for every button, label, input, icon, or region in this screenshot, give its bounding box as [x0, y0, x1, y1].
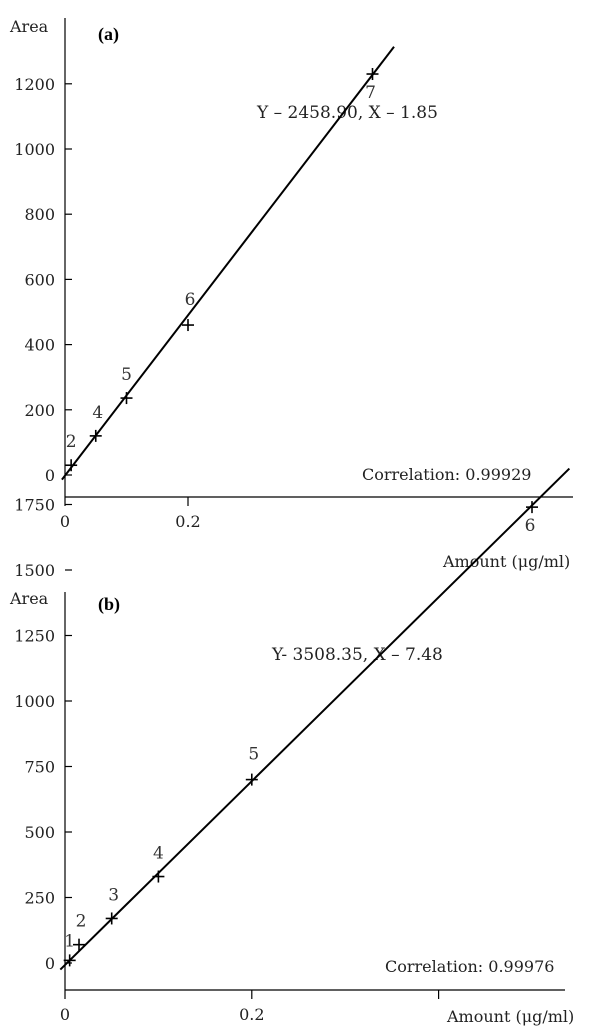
chart-a-y-tick-label: 400	[24, 336, 55, 355]
chart-b-point-label: 3	[108, 885, 119, 905]
chart-a-point-label: 2	[66, 432, 77, 452]
chart-b-point-label: 6	[525, 516, 536, 536]
chart-a-equation: Y – 2458.90, X – 1.85	[256, 103, 438, 123]
chart-a-point-6: 6	[182, 290, 196, 332]
chart-a-point-2: 2	[65, 432, 78, 472]
chart-b-point-3: 3	[105, 885, 119, 925]
chart-b-y-tick-label: 1250	[14, 627, 55, 646]
chart-b-y-tick-label: 1750	[14, 496, 55, 515]
chart-b-equation: Y- 3508.35, X – 7.48	[271, 645, 443, 665]
chart-b: Area (b) Y- 3508.35, X – 7.48 Correlatio…	[9, 467, 574, 1026]
chart-a-point-label: 6	[185, 290, 196, 310]
chart-a-y-tick-label: 800	[24, 205, 55, 224]
chart-a-point-label: 4	[92, 403, 103, 423]
chart-b-point-5: 5	[245, 745, 259, 786]
chart-b-points: 12 3 4 5 6	[63, 501, 538, 967]
chart-a-y-ticks: 0 200 400 600 800 1000 1200	[14, 75, 72, 485]
chart-b-point-1: 1	[63, 931, 76, 967]
chart-b-point-label: 2	[76, 912, 87, 932]
chart-b-regression-line	[59, 467, 571, 971]
chart-a-point-label: 5	[121, 365, 132, 385]
chart-a-y-tick-label: 1000	[14, 140, 55, 159]
chart-a-x-tick-label: 0.2	[175, 512, 200, 531]
chart-b-ylabel: Area	[9, 589, 49, 608]
chart-b-y-tick-label: 500	[24, 823, 55, 842]
chart-b-point-6: 6	[525, 501, 538, 536]
chart-a-points: 245 6 7	[65, 68, 379, 472]
chart-b-point-label: 1	[64, 931, 75, 951]
chart-a-point-4: 4	[89, 403, 103, 442]
chart-a-y-tick-label: 1200	[14, 75, 55, 94]
chart-a-panel-label: (a)	[98, 24, 119, 45]
chart-a-point-5: 5	[120, 365, 133, 405]
chart-a-point-label: 7	[365, 83, 376, 103]
chart-a-ylabel: Area	[9, 17, 49, 36]
chart-a-y-tick-label: 600	[24, 270, 55, 289]
chart-a-x-tick-label: 0	[60, 512, 70, 531]
chart-b-point-4: 4	[152, 844, 165, 883]
chart-a-point-7: 7	[365, 68, 379, 103]
chart-b-x-tick-label: 0	[60, 1005, 70, 1024]
chart-b-x-tick-label: 0.2	[239, 1005, 264, 1024]
chart-b-y-tick-label: 1000	[14, 692, 55, 711]
chart-a-y-tick-label: 200	[24, 401, 55, 420]
chart-b-point-label: 4	[153, 844, 164, 864]
chart-b-y-tick-label: 1500	[14, 561, 55, 580]
chart-b-y-tick-label: 750	[24, 758, 55, 777]
chart-b-y-tick-label: 250	[24, 889, 55, 908]
chart-b-point-label: 5	[248, 745, 259, 765]
chart-a: Area (a) Y – 2458.90, X – 1.85 Correlati…	[9, 17, 573, 571]
chart-a-y-tick-label: 0	[45, 466, 55, 485]
chart-b-correlation: Correlation: 0.99976	[385, 957, 554, 976]
chart-b-x-ticks: 0 0.2	[60, 990, 440, 1024]
chart-b-y-ticks: 0 250 500 750 1000 1250 1500 1750	[14, 496, 72, 973]
chart-a-correlation: Correlation: 0.99929	[362, 465, 531, 484]
chart-a-x-ticks: 0 0.2	[60, 497, 201, 531]
chart-b-point-2: 2	[73, 912, 86, 951]
chart-b-y-tick-label: 0	[45, 954, 55, 973]
chart-b-fit-line	[59, 467, 571, 971]
chart-b-xlabel: Amount (μg/ml)	[446, 1007, 574, 1026]
chart-a-fit-line	[61, 46, 395, 481]
chart-a-xlabel: Amount (μg/ml)	[442, 552, 570, 571]
chart-b-panel-label: (b)	[98, 594, 120, 615]
chart-a-regression-line	[61, 46, 395, 481]
